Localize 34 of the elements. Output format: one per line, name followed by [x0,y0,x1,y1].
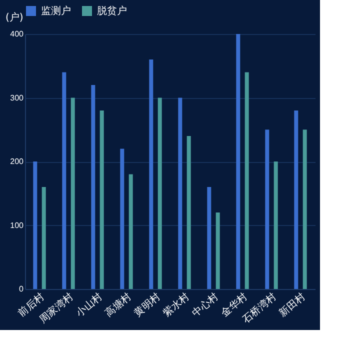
bar [62,72,66,289]
bar [244,72,249,289]
bar [70,98,75,289]
bar [42,187,46,289]
legend-label: 监测户 [41,5,71,17]
bar [294,110,298,289]
x-tick-label: 新田村 [276,290,308,320]
bar [149,60,154,289]
y-tick-label: 100 [10,220,24,230]
x-tick-label: 小山村 [74,290,105,320]
y-tick-label: 200 [10,157,24,166]
bar [178,98,182,289]
bar [91,85,96,289]
y-tick-label: 0 [19,284,24,294]
y-axis-title: (户) [6,12,24,24]
bar [33,162,38,289]
bar [158,98,162,289]
x-tick-label: 紫水村 [160,290,192,320]
bar [120,148,124,289]
bar [265,130,270,289]
y-tick-label: 400 [10,30,24,38]
x-tick-label: 中心村 [190,290,221,320]
bar [128,174,133,289]
bar [186,136,191,289]
legend-label: 脱贫户 [97,5,127,17]
bar [302,130,307,289]
bar [274,162,278,289]
bar [216,212,220,289]
bar [100,110,104,289]
x-tick-label: 高塘村 [102,290,134,320]
bar [207,187,212,289]
x-tick-label: 黄明村 [132,290,163,320]
bar [236,34,240,289]
y-tick-label: 300 [10,93,24,102]
